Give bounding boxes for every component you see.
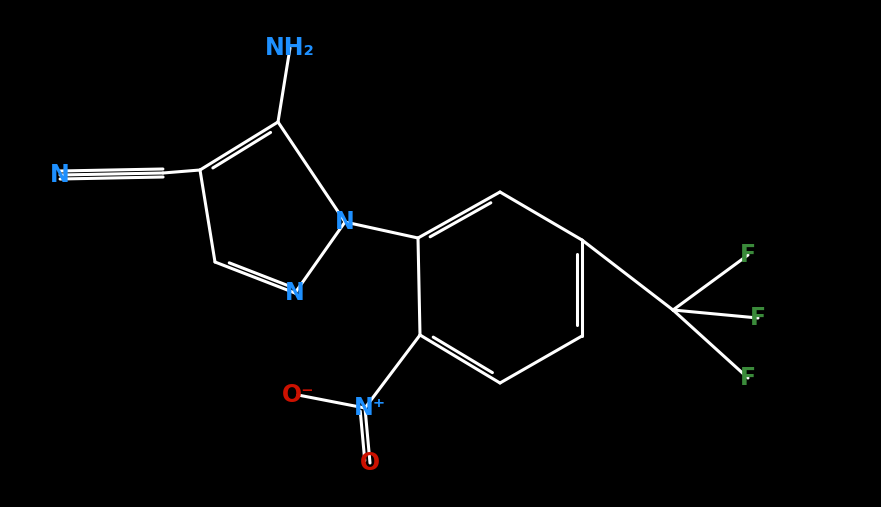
Text: F: F xyxy=(740,366,756,390)
Text: N: N xyxy=(335,210,355,234)
Text: O: O xyxy=(360,451,380,475)
Text: N: N xyxy=(285,281,305,305)
Text: N⁺: N⁺ xyxy=(354,396,386,420)
Text: F: F xyxy=(740,243,756,267)
Text: F: F xyxy=(750,306,766,330)
Text: N: N xyxy=(50,163,70,187)
Text: NH₂: NH₂ xyxy=(265,36,315,60)
Text: O⁻: O⁻ xyxy=(282,383,315,407)
